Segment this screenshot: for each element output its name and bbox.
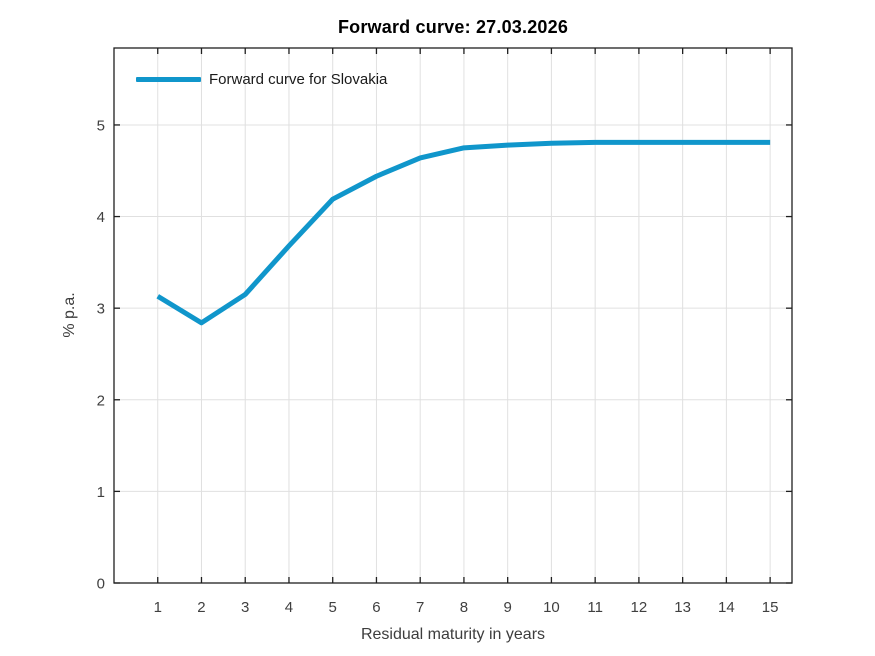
y-axis-label: % p.a. xyxy=(61,292,78,338)
chart-title: Forward curve: 27.03.2026 xyxy=(337,17,569,37)
y-tick-label: 1 xyxy=(97,484,105,501)
x-tick-label: 12 xyxy=(631,599,648,616)
x-tick-label: 13 xyxy=(674,599,691,616)
x-tick-label: 3 xyxy=(241,599,249,616)
x-tick-label: 2 xyxy=(197,599,205,616)
forward-curve-line xyxy=(156,139,771,326)
legend-label: Forward curve for Slovakia xyxy=(209,71,388,88)
x-tick-label: 4 xyxy=(285,599,293,616)
x-tick-label: 9 xyxy=(504,599,512,616)
x-tick-label: 14 xyxy=(718,599,735,616)
x-tick-label: 5 xyxy=(329,599,337,616)
y-tick-label: 2 xyxy=(97,392,105,409)
y-tick-label: 3 xyxy=(97,301,105,318)
y-tick-label: 4 xyxy=(97,209,105,226)
x-tick-label: 1 xyxy=(154,599,162,616)
x-tick-label: 10 xyxy=(543,599,560,616)
x-tick-label: 6 xyxy=(372,599,380,616)
axes-box xyxy=(113,47,793,584)
legend: Forward curve for Slovakia xyxy=(136,70,387,89)
legend-line-swatch xyxy=(136,77,201,82)
x-tick-label: 8 xyxy=(460,599,468,616)
x-axis-label: Residual maturity in years xyxy=(360,626,546,643)
y-tick-label: 5 xyxy=(97,117,105,134)
x-tick-label: 7 xyxy=(416,599,424,616)
x-tick-label: 11 xyxy=(587,599,603,616)
y-tick-label: 0 xyxy=(97,576,105,593)
x-tick-label: 15 xyxy=(762,599,779,616)
axis-ticks xyxy=(114,48,792,584)
